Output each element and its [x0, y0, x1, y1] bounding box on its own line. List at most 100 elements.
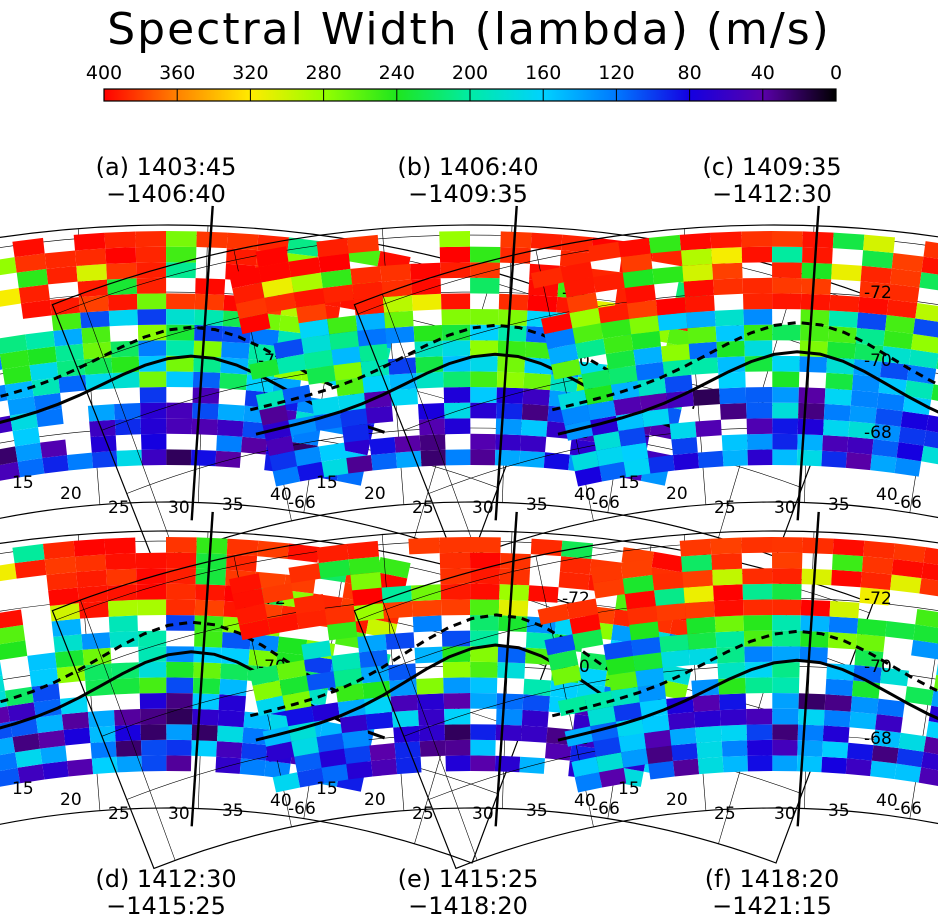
radar-cell — [38, 729, 66, 749]
radar-cell — [226, 232, 259, 251]
radar-cell — [362, 680, 391, 699]
radar-cell — [12, 237, 45, 258]
radar-cell — [306, 365, 336, 385]
radar-cell — [711, 247, 743, 264]
radar-cell — [350, 572, 382, 591]
radar-cell — [109, 631, 139, 648]
radar-cell — [418, 709, 445, 726]
radar-cell — [880, 667, 909, 687]
radar-cell — [823, 419, 850, 437]
radar-cell — [360, 665, 390, 684]
radar-cell — [166, 340, 195, 357]
radar-cell — [0, 690, 8, 708]
radar-cell — [320, 268, 353, 288]
radar-cell — [772, 755, 798, 772]
radar-cell — [561, 234, 593, 253]
radar-cell — [217, 709, 245, 728]
radar-cell — [563, 277, 596, 298]
radar-cell — [269, 450, 298, 472]
radar-cell — [17, 764, 45, 784]
radar-cell — [695, 725, 722, 743]
radar-cell — [40, 439, 67, 458]
radar-cell — [681, 554, 713, 572]
radar-cell — [12, 543, 45, 564]
radar-cell — [744, 355, 773, 372]
radar-cell — [863, 234, 895, 253]
radar-cell — [166, 537, 197, 553]
radar-cell — [673, 452, 700, 471]
radar-cell — [418, 403, 445, 420]
radar-cell — [855, 633, 886, 652]
radar-cell — [528, 585, 559, 603]
radar-cell — [618, 733, 647, 753]
radar-cell — [114, 403, 141, 420]
radar-cell — [571, 756, 600, 778]
radar-cell — [192, 371, 221, 389]
radar-cell — [657, 312, 688, 331]
radar-cell — [255, 246, 289, 268]
radar-cell — [470, 402, 497, 419]
longitude-label: 15 — [12, 779, 34, 799]
radar-cell — [84, 663, 113, 681]
radar-cell — [661, 664, 692, 686]
radar-cell — [742, 277, 773, 294]
radar-cell — [411, 584, 441, 602]
radar-cell — [470, 646, 499, 663]
radar-cell — [746, 418, 773, 435]
radar-cell — [166, 755, 192, 772]
radar-cell — [620, 253, 653, 273]
radar-cell — [521, 725, 548, 743]
radar-cell — [635, 361, 665, 381]
radar-cell — [561, 540, 593, 559]
radar-cell — [327, 315, 358, 335]
radar-cell — [521, 419, 548, 437]
radar-cell — [347, 540, 379, 560]
radar-cell — [714, 615, 744, 633]
radar-cell — [0, 624, 26, 645]
boundary-curve — [557, 350, 938, 436]
radar-cell — [747, 739, 773, 756]
radar-cell — [495, 724, 522, 742]
radar-cell — [0, 609, 24, 629]
colorbar-tick-label: 40 — [751, 62, 775, 84]
radar-cell — [166, 552, 197, 569]
panel-f-time-start: (f) 1418:20 — [704, 865, 840, 893]
radar-cell — [277, 636, 308, 656]
radar-cell — [858, 296, 889, 315]
radar-cell — [823, 709, 851, 728]
radar-cell — [772, 693, 799, 709]
figure-title: Spectral Width (lambda) (m/s) — [107, 4, 831, 55]
radar-cell — [114, 709, 141, 726]
radar-cell — [745, 387, 773, 403]
radar-cell — [613, 396, 642, 416]
radar-cell — [800, 309, 830, 326]
longitude-label: 40 — [876, 485, 898, 505]
radar-cell — [82, 647, 112, 666]
radar-cell — [496, 693, 524, 710]
radar-cell — [0, 706, 10, 724]
radar-cell — [350, 266, 382, 285]
radar-cell — [53, 634, 83, 653]
radar-cell — [418, 724, 445, 742]
radar-cell — [18, 284, 50, 304]
radar-cell — [684, 295, 715, 313]
radar-cell — [106, 568, 137, 586]
radar-cell — [166, 293, 196, 310]
radar-cell — [572, 629, 604, 650]
radar-cell — [293, 288, 325, 308]
radar-cell — [923, 736, 938, 755]
longitude-label: 25 — [412, 498, 434, 518]
radar-cell — [215, 450, 241, 468]
radar-cell — [470, 246, 501, 263]
radar-cell — [346, 455, 373, 474]
radar-cell — [772, 646, 801, 663]
radar-cell — [31, 683, 61, 703]
radar-cell — [683, 279, 714, 298]
radar-cell — [859, 587, 891, 606]
radar-cell — [347, 234, 379, 254]
longitude-label: 30 — [774, 804, 796, 824]
longitude-label: 25 — [714, 804, 736, 824]
radar-cell — [500, 231, 532, 249]
radar-cell — [896, 442, 924, 462]
longitude-label: 35 — [526, 495, 548, 515]
